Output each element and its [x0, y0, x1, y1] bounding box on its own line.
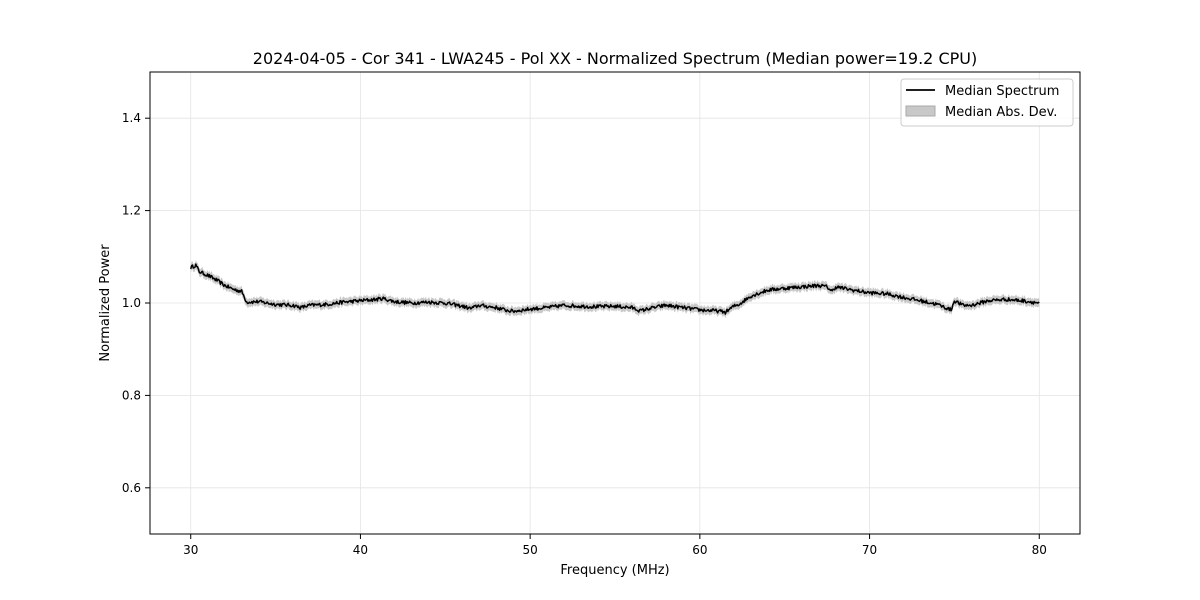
x-axis-ticks: 30 40 50 60 70 80 [183, 534, 1047, 557]
y-tick-label: 1.4 [122, 111, 141, 125]
median-spectrum-line [190, 263, 1040, 315]
mad-band-layer [190, 259, 1040, 319]
x-axis-label: Frequency (MHz) [560, 563, 669, 578]
y-tick-label: 1.0 [122, 296, 141, 310]
y-axis-ticks: 0.6 0.8 1.0 1.2 1.4 [122, 111, 150, 495]
spectrum-line-layer [190, 263, 1040, 315]
y-axis-label: Normalized Power [98, 244, 113, 362]
x-tick-label: 80 [1032, 543, 1047, 557]
legend-box [900, 78, 1074, 127]
chart-title: 2024-04-05 - Cor 341 - LWA245 - Pol XX -… [253, 49, 977, 68]
y-tick-label: 1.2 [122, 204, 141, 218]
legend: Median Spectrum Median Abs. Dev. [900, 78, 1074, 127]
x-tick-label: 50 [523, 543, 538, 557]
x-tick-label: 70 [862, 543, 877, 557]
y-tick-label: 0.8 [122, 388, 141, 402]
legend-band-label: Median Abs. Dev. [945, 105, 1057, 120]
legend-line-label: Median Spectrum [945, 84, 1059, 99]
mad-band [190, 259, 1040, 319]
y-tick-label: 0.6 [122, 481, 141, 495]
x-tick-label: 30 [183, 543, 198, 557]
x-tick-label: 40 [353, 543, 368, 557]
x-tick-label: 60 [692, 543, 707, 557]
legend-band-swatch [905, 105, 936, 117]
